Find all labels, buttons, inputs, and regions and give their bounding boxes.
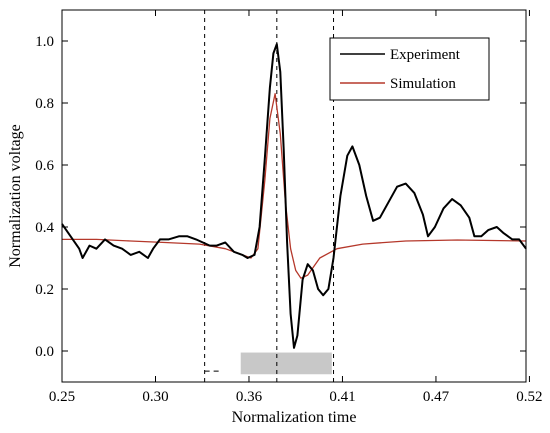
legend: Experiment Simulation [329, 37, 490, 101]
x-tick-label: 0.25 [49, 389, 75, 405]
series-line-experiment [61, 43, 527, 349]
x-axis-title: Normalization time [232, 409, 357, 426]
x-ticks: 0.25 0.30 0.36 0.41 0.47 0.52 [49, 10, 543, 405]
legend-label-simulation: Simulation [390, 76, 456, 92]
plot-frame [61, 9, 527, 383]
shaded-band [240, 352, 332, 375]
y-ticks: 0.0 0.2 0.4 0.6 0.8 1.0 [35, 34, 526, 360]
x-tick-label: 0.47 [423, 389, 450, 405]
series-line-simulation [62, 93, 527, 279]
x-tick-label: 0.41 [329, 389, 355, 405]
legend-label-experiment: Experiment [390, 47, 461, 63]
y-tick-label: 1.0 [35, 34, 54, 50]
x-tick-label: 0.30 [142, 389, 168, 405]
y-tick-label: 0.2 [35, 282, 54, 298]
y-tick-label: 0.6 [35, 158, 54, 174]
y-tick-label: 0.8 [35, 96, 54, 112]
y-axis-title: Normalization voltage [7, 124, 24, 268]
legend-box [329, 37, 490, 101]
x-tick-label: 0.52 [516, 389, 542, 405]
y-tick-label: 0.0 [35, 344, 54, 360]
plot-layer [61, 10, 527, 382]
x-tick-label: 0.36 [236, 389, 263, 405]
y-tick-label: 0.4 [35, 220, 54, 236]
